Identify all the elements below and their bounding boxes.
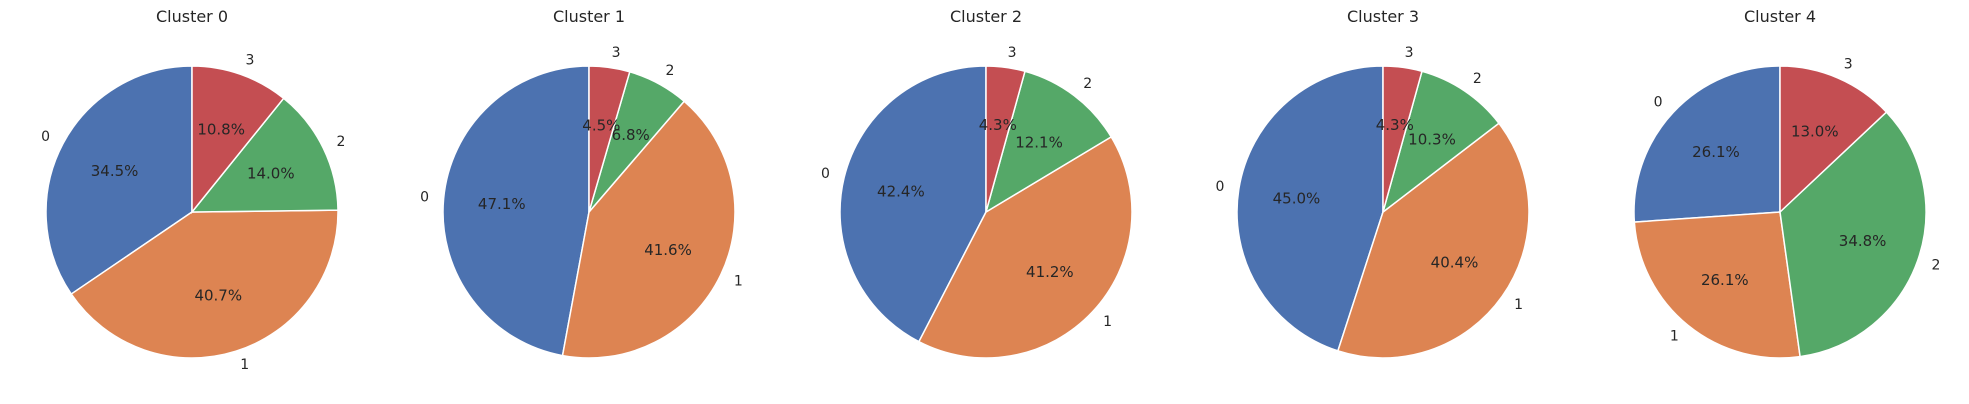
pie-category-label: 1 <box>1670 329 1679 345</box>
pie-category-label: 0 <box>41 129 50 145</box>
pie-chart-cluster-1: Cluster 1 47.1% 0 41.6% 1 6.8% 2 4.5% 3 <box>420 7 743 359</box>
chart-title: Cluster 0 <box>156 7 228 26</box>
chart-title: Cluster 1 <box>553 7 625 26</box>
pie-value-label: 40.7% <box>194 287 242 305</box>
pie-slice-3 <box>985 65 1026 213</box>
chart-title: Cluster 2 <box>950 7 1022 26</box>
pie-slice-0 <box>839 65 987 343</box>
pie-slice-1 <box>917 135 1133 359</box>
pie-slice-0 <box>1236 65 1384 352</box>
pie-value-label: 26.1% <box>1701 271 1749 289</box>
pie-value-label: 40.4% <box>1431 254 1479 272</box>
pie-chart-cluster-0: Cluster 0 34.5% 0 40.7% 1 14.0% 2 10.8% 3 <box>41 7 345 373</box>
pie-value-label: 34.5% <box>91 162 139 180</box>
pie-slice-1 <box>561 100 736 359</box>
pie-value-label: 26.1% <box>1692 143 1740 161</box>
pie-slice-1 <box>1336 122 1530 359</box>
pie-category-label: 1 <box>1103 314 1112 330</box>
pie-slices: 42.4% 0 41.2% 1 12.1% 2 4.3% 3 <box>821 45 1133 359</box>
pie-slice-3 <box>588 65 631 213</box>
pie-category-label: 0 <box>420 189 429 205</box>
pie-value-label: 13.0% <box>1791 123 1839 141</box>
pie-category-label: 3 <box>1008 45 1017 61</box>
pie-value-label: 41.2% <box>1026 263 1074 281</box>
pie-category-label: 2 <box>1473 71 1482 87</box>
pie-value-label: 34.8% <box>1839 232 1887 250</box>
pie-slice-3 <box>191 65 285 215</box>
pie-slice-2 <box>1381 70 1500 214</box>
pie-value-label: 4.3% <box>1376 116 1414 134</box>
pie-category-label: 1 <box>1514 297 1523 313</box>
pie-value-label: 41.6% <box>644 241 692 259</box>
pie-value-label: 45.0% <box>1273 189 1321 207</box>
pie-slice-3 <box>1382 65 1423 213</box>
pie-value-label: 10.8% <box>197 120 245 138</box>
pie-category-label: 1 <box>734 273 743 289</box>
chart-title: Cluster 4 <box>1744 7 1816 26</box>
pie-slice-0 <box>45 65 193 296</box>
chart-title: Cluster 3 <box>1347 7 1419 26</box>
pie-category-label: 2 <box>336 134 345 150</box>
pie-slice-1 <box>1633 211 1801 359</box>
pie-slice-0 <box>442 65 590 357</box>
pie-value-label: 4.5% <box>582 116 620 134</box>
pie-slices: 26.1% 0 26.1% 1 34.8% 2 13.0% 3 <box>1633 57 1940 359</box>
pie-slice-1 <box>70 209 339 359</box>
pie-slices: 47.1% 0 41.6% 1 6.8% 2 4.5% 3 <box>420 45 743 359</box>
pie-category-label: 0 <box>821 166 830 182</box>
pie-value-label: 47.1% <box>478 195 526 213</box>
pie-category-label: 2 <box>1083 76 1092 92</box>
pie-value-label: 12.1% <box>1015 133 1063 151</box>
pie-value-label: 4.3% <box>979 116 1017 134</box>
pie-category-label: 0 <box>1215 179 1224 195</box>
pie-value-label: 6.8% <box>612 126 650 144</box>
pie-slice-2 <box>984 70 1113 214</box>
pie-chart-cluster-2: Cluster 2 42.4% 0 41.2% 1 12.1% 2 4.3% 3 <box>821 7 1133 359</box>
pie-category-label: 2 <box>665 63 674 79</box>
pie-chart-cluster-3: Cluster 3 45.0% 0 40.4% 1 10.3% 2 4.3% 3 <box>1215 7 1530 359</box>
pie-value-label: 14.0% <box>247 165 295 183</box>
pie-slice-0 <box>1633 65 1781 223</box>
pie-category-label: 1 <box>240 357 249 373</box>
pie-slice-3 <box>1779 65 1888 214</box>
pie-category-label: 3 <box>245 53 254 69</box>
pie-value-label: 42.4% <box>877 182 925 200</box>
pie-category-label: 2 <box>1931 257 1940 273</box>
pie-value-label: 10.3% <box>1408 130 1456 148</box>
pie-category-label: 0 <box>1654 94 1663 110</box>
pie-chart-cluster-4: Cluster 4 26.1% 0 26.1% 1 34.8% 2 13.0% 3 <box>1633 7 1940 359</box>
pie-slices: 34.5% 0 40.7% 1 14.0% 2 10.8% 3 <box>41 53 345 374</box>
pie-category-label: 3 <box>1844 57 1853 73</box>
pie-category-label: 3 <box>612 45 621 61</box>
pie-slice-2 <box>1779 110 1927 358</box>
pie-slice-2 <box>190 97 339 213</box>
pie-slices: 45.0% 0 40.4% 1 10.3% 2 4.3% 3 <box>1215 45 1530 359</box>
pie-category-label: 3 <box>1405 45 1414 61</box>
